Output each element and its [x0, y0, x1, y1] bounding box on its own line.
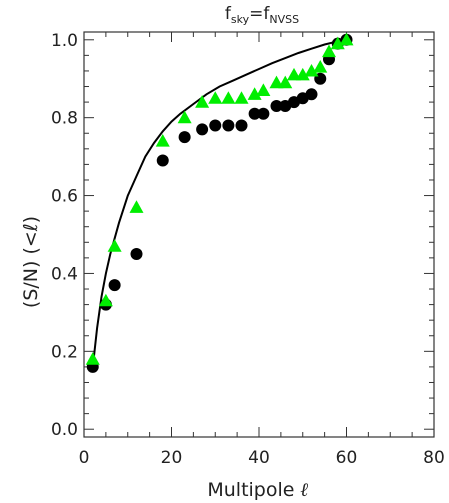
triangle-point: [278, 75, 293, 89]
y-tick-label: 0.8: [51, 109, 78, 129]
triangle-point: [85, 352, 100, 365]
circle-point: [235, 119, 248, 132]
circle-point: [178, 131, 191, 144]
title-lhs: f: [225, 4, 232, 24]
triangle-point: [339, 32, 354, 46]
circle-point: [305, 88, 318, 101]
triangle-point: [247, 87, 262, 100]
y-tick-label: 0.2: [51, 342, 78, 362]
title-rhs: f: [263, 4, 270, 24]
triangle-point: [256, 83, 271, 97]
circle-point: [130, 247, 143, 260]
x-axis-title: Multipole ℓ: [207, 479, 308, 501]
y-tick-label: 0.0: [51, 420, 78, 440]
circle-point: [209, 119, 222, 132]
triangle-point: [234, 91, 249, 104]
circle-point: [248, 107, 261, 120]
triangle-point: [221, 91, 236, 104]
x-axis-title-text: Multipole: [207, 479, 294, 501]
triangle-point: [208, 91, 223, 104]
x-tick-label: 40: [248, 448, 270, 468]
circle-point: [222, 119, 235, 132]
triangle-point: [295, 67, 310, 81]
title-equals: =: [249, 4, 263, 24]
triangle-point: [129, 200, 144, 213]
circle-point: [196, 123, 209, 136]
title-lhs-subscript: sky: [231, 13, 250, 26]
triangle-point: [287, 67, 301, 81]
x-tick-label: 80: [423, 448, 445, 468]
title-rhs-subscript: NVSS: [269, 13, 299, 26]
triangle-point: [195, 95, 210, 108]
y-tick-label: 0.4: [51, 264, 78, 284]
plot-frame: [83, 31, 435, 438]
x-axis-title-symbol: ℓ: [301, 479, 309, 501]
y-tick-label: 1.0: [51, 31, 78, 51]
circle-point: [156, 154, 169, 167]
triangle-point: [313, 60, 328, 73]
axis-ticks: [83, 32, 435, 437]
triangle-point: [98, 293, 113, 307]
triangle-point: [322, 44, 336, 58]
x-tick-label: 60: [336, 448, 358, 468]
circle-point: [108, 279, 121, 292]
triangle-point: [269, 75, 284, 89]
y-tick-label: 0.6: [51, 187, 78, 207]
y-axis-title: (S/N) (<ℓ): [20, 216, 42, 308]
circle-point: [270, 99, 283, 112]
triangle-point: [177, 110, 192, 124]
triangle-point: [155, 134, 170, 147]
triangle-point: [107, 239, 122, 252]
chart-title: fsky=fNVSS: [225, 4, 299, 26]
x-tick-label: 0: [79, 448, 90, 468]
plot-marks: [85, 32, 354, 373]
triangle-point: [304, 63, 319, 77]
circle-point: [257, 107, 270, 120]
axis-tick-labels: 0 20 40 60 80 0.0 0.2 0.4 0.6 0.8 1.0: [51, 31, 445, 468]
triangle-point: [330, 36, 345, 50]
x-tick-label: 20: [161, 448, 183, 468]
